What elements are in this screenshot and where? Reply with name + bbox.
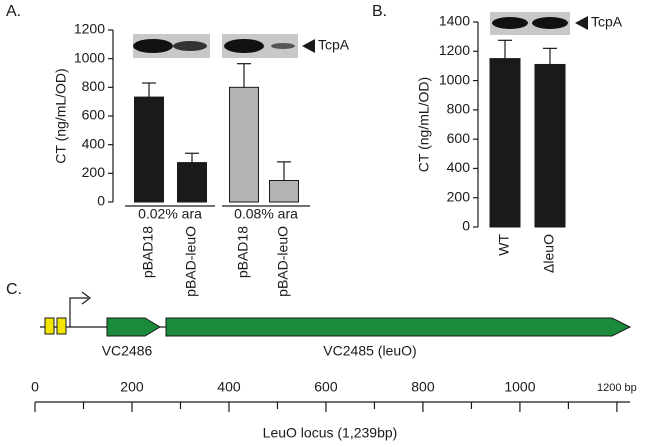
bar [177, 162, 207, 203]
bar [489, 58, 521, 228]
western-blot [133, 12, 588, 58]
y-tick-label: 1200 [439, 42, 470, 58]
panel-label: A. [6, 3, 21, 20]
panel-label: C. [6, 281, 22, 298]
y-tick-label: 400 [82, 135, 106, 151]
y-axis-title: CT (ng/mL/OD) [53, 68, 69, 163]
y-tick-label: 600 [447, 130, 471, 146]
y-tick-label: 0 [462, 218, 470, 234]
y-tick-label: 1000 [439, 71, 470, 87]
group-label: 0.02% ara [138, 206, 202, 222]
bar [534, 63, 566, 228]
bar [229, 86, 259, 203]
blot-label: TcpA [318, 37, 350, 53]
y-tick-label: 600 [82, 107, 106, 123]
panel-label: B. [372, 3, 387, 20]
x-tick-label: ΔleuO [541, 234, 557, 273]
scale-tick-label: 1200 bp [597, 382, 637, 394]
scale-tick-label: 0 [31, 379, 39, 395]
gene-diagram [40, 291, 632, 337]
x-tick-label: pBAD-leuO [183, 226, 199, 297]
y-tick-label: 200 [447, 188, 471, 204]
scale-tick-label: 400 [217, 379, 241, 395]
x-tick-label: WT [496, 234, 512, 256]
scale-tick-label: 200 [120, 379, 144, 395]
blot-label: TcpA [591, 14, 623, 30]
y-tick-label: 200 [82, 164, 106, 180]
x-tick-label: pBAD18 [235, 226, 251, 278]
bar [269, 180, 299, 203]
x-tick-label: pBAD18 [140, 226, 156, 278]
scale-title: LeuO locus (1,239bp) [263, 425, 398, 441]
y-axis-title: CT (ng/mL/OD) [416, 77, 432, 172]
scale-tick-label: 600 [314, 379, 338, 395]
group-label: 0.08% ara [234, 206, 298, 222]
y-tick-label: 1000 [74, 49, 105, 65]
bar [134, 96, 164, 203]
gene-label: VC2486 [102, 343, 153, 359]
y-tick-label: 1400 [439, 13, 470, 29]
y-tick-label: 400 [447, 159, 471, 175]
x-tick-label: pBAD-leuO [275, 226, 291, 297]
scale-tick-label: 800 [411, 379, 435, 395]
gene-label: VC2485 (leuO) [323, 343, 416, 359]
scale-tick-label: 1000 [504, 379, 535, 395]
y-tick-label: 1200 [74, 21, 105, 37]
y-tick-label: 800 [82, 78, 106, 94]
y-tick-label: 0 [97, 193, 105, 209]
y-tick-label: 800 [447, 101, 471, 117]
